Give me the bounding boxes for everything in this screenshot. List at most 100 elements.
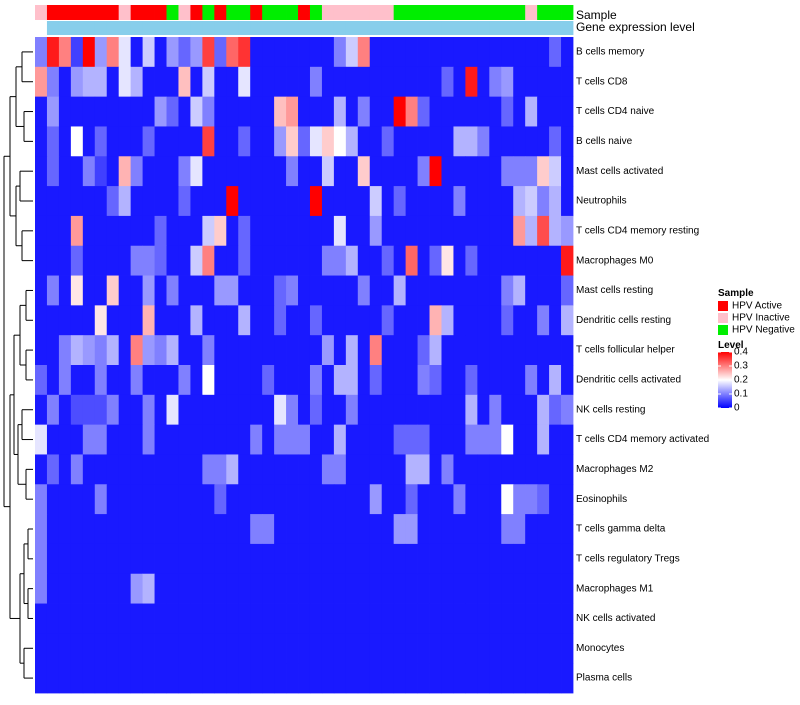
heatmap-cell xyxy=(190,37,203,68)
heatmap-cell xyxy=(321,126,335,157)
heatmap-cell xyxy=(441,37,454,68)
heatmap-cell xyxy=(46,484,60,515)
heatmap-cell xyxy=(35,543,48,575)
heatmap-cell xyxy=(465,633,478,664)
heatmap-cell xyxy=(286,186,299,217)
heatmap-cell xyxy=(429,394,442,426)
row-label: NK cells resting xyxy=(576,404,645,415)
heatmap-cell xyxy=(106,573,120,604)
heatmap-cell xyxy=(166,484,179,515)
heatmap-cell xyxy=(429,37,442,68)
heatmap-cell xyxy=(202,543,215,575)
heatmap-cell xyxy=(250,305,263,336)
heatmap-cell xyxy=(393,484,407,515)
heatmap-cell xyxy=(82,186,96,217)
heatmap-cell xyxy=(118,663,132,694)
heatmap-cell xyxy=(274,215,287,247)
heatmap-cell xyxy=(345,543,359,575)
heatmap-cell xyxy=(309,573,323,604)
heatmap-cell xyxy=(94,126,108,157)
heatmap-cell xyxy=(274,514,287,545)
heatmap-cell xyxy=(453,66,466,98)
heatmap-cell xyxy=(561,275,574,306)
heatmap-cell xyxy=(130,186,143,217)
heatmap-cell xyxy=(369,215,383,247)
heatmap-cell xyxy=(561,424,574,455)
sample-annotation-cell xyxy=(142,5,155,20)
heatmap-cell xyxy=(501,305,514,336)
gene-expression-annotation-track xyxy=(35,21,574,35)
heatmap-cell xyxy=(537,633,550,664)
heatmap-cell xyxy=(309,663,323,694)
heatmap-cell xyxy=(357,424,371,455)
heatmap-cell xyxy=(286,215,299,247)
heatmap-cell xyxy=(250,514,263,545)
gene-expression-annotation-cell xyxy=(106,21,120,35)
heatmap-cell xyxy=(178,215,191,247)
row-label: T cells CD4 memory resting xyxy=(576,225,699,236)
level-legend-title: Level xyxy=(718,340,744,351)
gene-expression-annotation-cell xyxy=(82,21,96,35)
heatmap-cell xyxy=(369,186,383,217)
heatmap-cell xyxy=(333,394,347,426)
heatmap-cell xyxy=(453,603,466,634)
heatmap-cell xyxy=(549,66,562,98)
heatmap-cell xyxy=(489,305,502,336)
heatmap-cell xyxy=(489,424,502,455)
heatmap-cell xyxy=(453,573,466,604)
heatmap-cell xyxy=(501,275,514,306)
heatmap-cell xyxy=(118,66,132,98)
heatmap-cell xyxy=(549,186,562,217)
heatmap-cell xyxy=(226,305,239,336)
heatmap-cell xyxy=(106,365,120,396)
heatmap-cell xyxy=(417,245,430,276)
heatmap-cell xyxy=(250,454,263,485)
heatmap-cell xyxy=(106,454,120,485)
sample-annotation-cell xyxy=(429,5,442,20)
heatmap-cell xyxy=(393,215,407,247)
heatmap-cell xyxy=(70,96,84,127)
heatmap-cell xyxy=(465,663,478,694)
heatmap-cell xyxy=(118,126,132,157)
heatmap-cell xyxy=(309,394,323,426)
sample-annotation-cell xyxy=(549,5,562,20)
heatmap-cell xyxy=(561,156,574,187)
heatmap-cell xyxy=(214,275,227,306)
heatmap-cell xyxy=(190,365,203,396)
heatmap-cell xyxy=(321,335,335,366)
heatmap-cell xyxy=(525,543,538,575)
heatmap-cell xyxy=(298,245,311,276)
heatmap-cell xyxy=(190,514,203,545)
heatmap-cell xyxy=(46,603,60,634)
heatmap-cell xyxy=(298,365,311,396)
heatmap-cell xyxy=(178,305,191,336)
gene-expression-annotation-cell xyxy=(286,21,299,35)
heatmap-cell xyxy=(118,335,132,366)
sample-annotation-cell xyxy=(178,5,191,20)
heatmap-cell xyxy=(142,454,155,485)
heatmap-cell xyxy=(118,424,132,455)
heatmap-cell xyxy=(250,156,263,187)
heatmap-cell xyxy=(405,96,418,127)
heatmap-cell xyxy=(537,365,550,396)
heatmap-cell xyxy=(35,305,48,336)
heatmap-cell xyxy=(106,186,120,217)
heatmap-cell xyxy=(154,394,167,426)
heatmap-cell xyxy=(453,275,466,306)
heatmap-cell xyxy=(190,275,203,306)
heatmap-cell xyxy=(405,424,418,455)
heatmap-cell xyxy=(429,96,442,127)
sample-annotation-cell xyxy=(309,5,323,20)
heatmap-cell xyxy=(453,126,466,157)
heatmap-cell xyxy=(345,275,359,306)
heatmap-cell xyxy=(82,484,96,515)
heatmap-cell xyxy=(106,215,120,247)
heatmap-cell xyxy=(262,603,275,634)
gene-expression-annotation-cell xyxy=(321,21,335,35)
heatmap-cell xyxy=(561,663,574,694)
heatmap-cell xyxy=(441,305,454,336)
heatmap-cell xyxy=(274,573,287,604)
heatmap-cell xyxy=(298,543,311,575)
heatmap-cell xyxy=(226,424,239,455)
heatmap-cell xyxy=(70,484,84,515)
